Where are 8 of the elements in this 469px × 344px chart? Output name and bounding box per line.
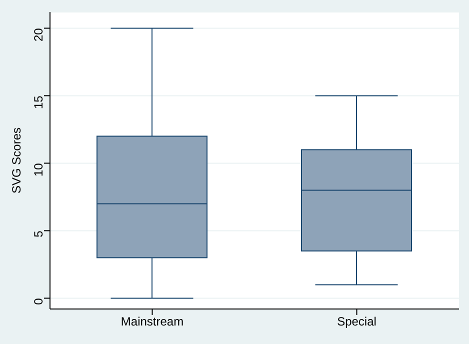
y-tick-label: 10 [31, 162, 46, 177]
y-tick-label: 0 [31, 298, 46, 305]
y-tick-label: 15 [31, 95, 46, 110]
y-axis-title: SVG Scores [9, 127, 24, 194]
x-tick-label: Special [337, 314, 376, 329]
x-tick-label: Mainstream [120, 314, 184, 329]
y-tick-label: 5 [31, 230, 46, 238]
y-tick-label: 20 [31, 28, 46, 42]
